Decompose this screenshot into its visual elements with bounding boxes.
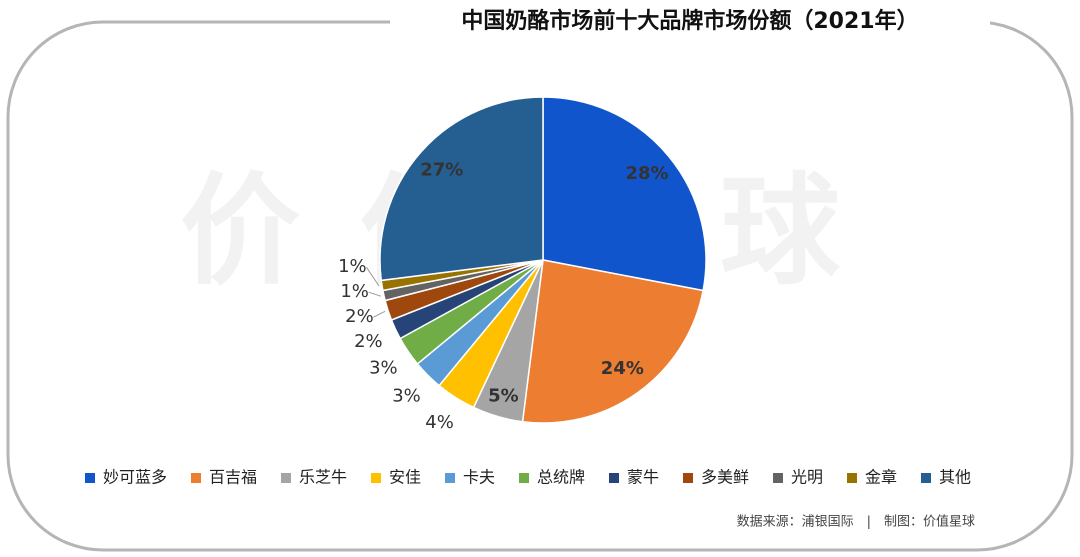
data-label: 2% (354, 331, 383, 352)
legend-swatch (847, 473, 857, 483)
pie-slice (521, 259, 704, 424)
legend-label: 安佳 (389, 468, 421, 487)
title-backdrop (390, 8, 990, 38)
pie-slice (542, 96, 707, 292)
legend-swatch (773, 473, 783, 483)
legend-swatch (921, 473, 931, 483)
legend-swatch (519, 473, 529, 483)
legend-label: 百吉福 (209, 468, 257, 487)
leader-line (373, 310, 386, 318)
legend-label: 金章 (865, 468, 897, 487)
legend-swatch (683, 473, 693, 483)
legend-label: 卡夫 (463, 468, 495, 487)
pie-slice (379, 96, 544, 282)
leader-line (368, 291, 382, 297)
legend-label: 蒙牛 (627, 468, 659, 487)
legend-label: 光明 (791, 468, 823, 487)
data-label: 1% (338, 256, 367, 277)
legend-label: 总统牌 (537, 468, 585, 487)
data-label: 3% (392, 385, 421, 406)
data-label: 1% (340, 281, 369, 302)
legend-label: 其他 (939, 468, 971, 487)
legend-label: 妙可蓝多 (103, 468, 167, 487)
legend-label: 乐芝牛 (299, 468, 347, 487)
data-label: 27% (420, 160, 463, 181)
source-note: 数据来源：浦银国际 | 制图：价值星球 (737, 514, 975, 530)
legend-swatch (371, 473, 381, 483)
data-label: 4% (425, 412, 454, 433)
legend-swatch (85, 473, 95, 483)
legend-swatch (191, 473, 201, 483)
legend-swatch (281, 473, 291, 483)
legend-swatch (445, 473, 455, 483)
data-label: 3% (369, 357, 398, 378)
leader-line (365, 266, 380, 287)
chart-title: 中国奶酪市场前十大品牌市场份额（2021年） (461, 8, 918, 34)
legend-swatch (609, 473, 619, 483)
data-label: 24% (601, 358, 644, 379)
data-label: 2% (345, 306, 374, 327)
legend-label: 多美鲜 (701, 468, 749, 487)
data-label: 28% (625, 163, 668, 184)
data-label: 5% (488, 385, 519, 406)
